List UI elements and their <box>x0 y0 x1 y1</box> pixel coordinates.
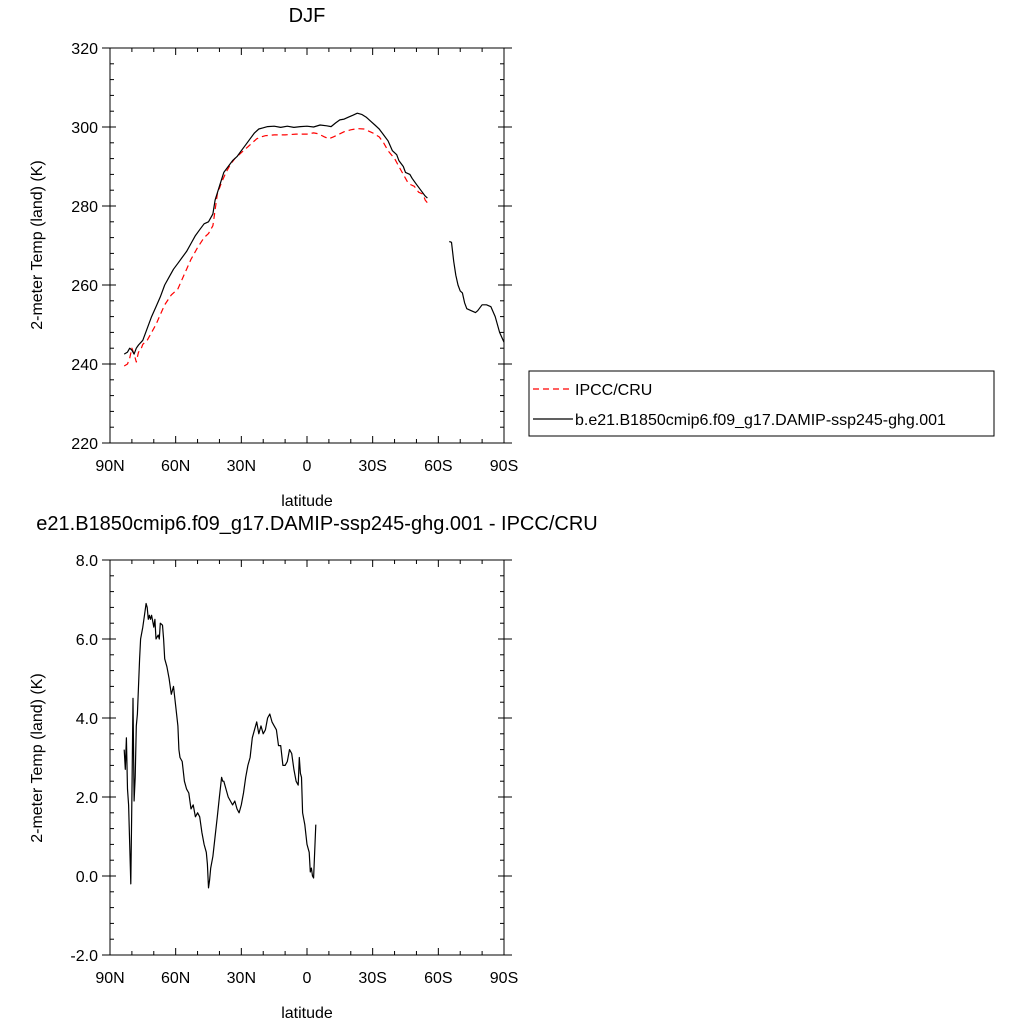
y-axis-label: 2-meter Temp (land) (K) <box>29 160 46 330</box>
y-tick-label: 300 <box>71 120 98 137</box>
chart-title: e21.B1850cmip6.f09_g17.DAMIP-ssp245-ghg.… <box>36 513 597 535</box>
series-line-0 <box>123 128 428 367</box>
y-tick-label: 8.0 <box>76 553 98 570</box>
x-tick-label: 90N <box>95 458 124 475</box>
x-tick-label: 60N <box>161 458 190 475</box>
series-line-1 <box>123 112 428 355</box>
y-axis-label: 2-meter Temp (land) (K) <box>29 673 46 843</box>
series-lines <box>123 112 505 367</box>
x-tick-label: 30N <box>227 970 256 987</box>
y-tick-label: 2.0 <box>76 790 98 807</box>
axis-ticks <box>102 559 512 956</box>
y-tick-label: 4.0 <box>76 711 98 728</box>
x-tick-label: 30N <box>227 458 256 475</box>
tick-labels: 90N 60N 30N 0 30S 60S 90S -2.0 0.0 2.0 4.0 6.0 8.0 <box>70 553 518 987</box>
x-axis-label: latitude <box>281 493 333 510</box>
y-tick-label: 240 <box>71 357 98 374</box>
plot-frame <box>109 47 505 444</box>
y-tick-label: 280 <box>71 199 98 216</box>
x-tick-label: 60S <box>424 970 452 987</box>
top-panel: DJF 2-meter Temp (land) (K) latitude 90N… <box>29 5 518 510</box>
legend-frame <box>528 370 995 437</box>
legend-label-model: b.e21.B1850cmip6.f09_g17.DAMIP-ssp245-gh… <box>575 412 946 429</box>
x-tick-label: 0 <box>303 458 312 475</box>
tick-labels: 90N 60N 30N 0 30S 60S 90S 220 240 260 280 300 320 <box>71 41 518 475</box>
x-tick-label: 60S <box>424 458 452 475</box>
x-tick-label: 30S <box>358 970 386 987</box>
x-tick-label: 0 <box>303 970 312 987</box>
y-tick-label: 0.0 <box>76 869 98 886</box>
series-line-0 <box>123 602 317 889</box>
y-tick-label: -2.0 <box>70 948 98 965</box>
x-tick-label: 90S <box>490 458 518 475</box>
axis-ticks <box>102 47 512 444</box>
y-tick-label: 6.0 <box>76 632 98 649</box>
chart-title: DJF <box>289 5 326 27</box>
x-axis-label: latitude <box>281 1005 333 1022</box>
y-tick-label: 220 <box>71 436 98 453</box>
series-line-1 <box>449 240 505 343</box>
legend-label-ipcc-cru: IPCC/CRU <box>575 382 652 399</box>
x-tick-label: 90N <box>95 970 124 987</box>
bottom-panel: e21.B1850cmip6.f09_g17.DAMIP-ssp245-ghg.… <box>29 513 598 1022</box>
x-tick-label: 60N <box>161 970 190 987</box>
x-tick-label: 90S <box>490 970 518 987</box>
legend: IPCC/CRU b.e21.B1850cmip6.f09_g17.DAMIP-… <box>528 370 995 437</box>
series-lines <box>123 602 317 889</box>
y-tick-label: 320 <box>71 41 98 58</box>
x-tick-label: 30S <box>358 458 386 475</box>
plot-frame <box>109 559 505 956</box>
y-tick-label: 260 <box>71 278 98 295</box>
